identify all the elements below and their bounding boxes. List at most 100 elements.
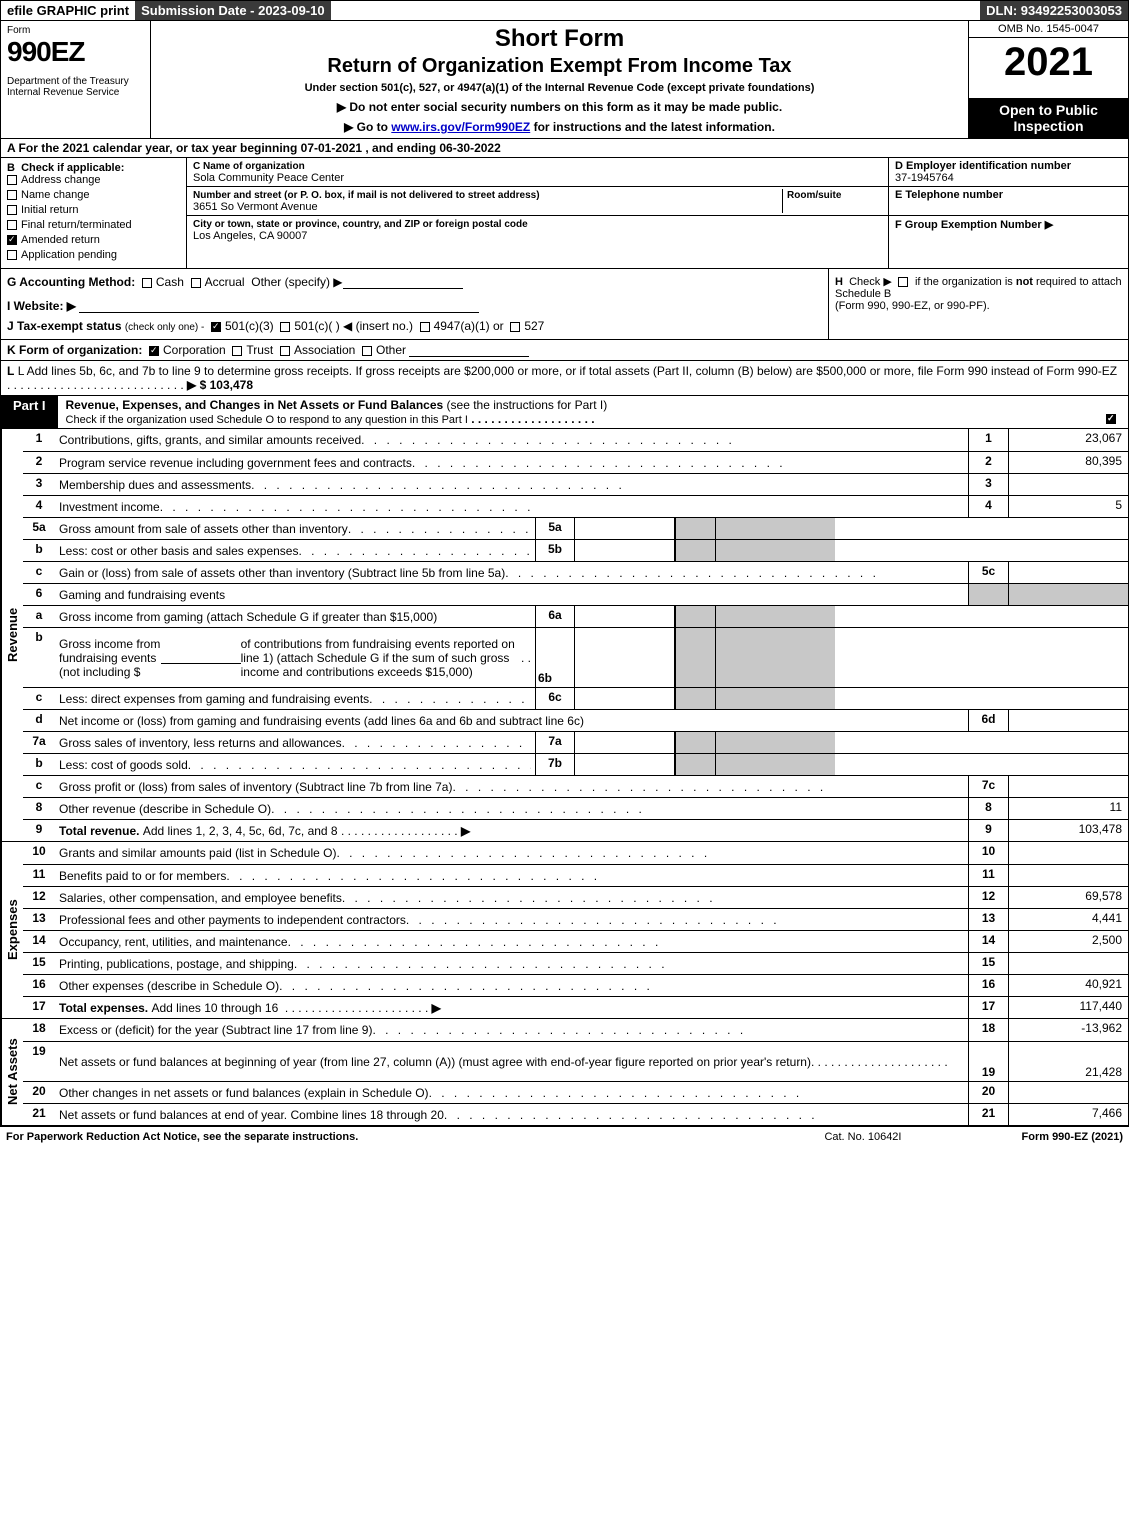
val-12: 69,578 — [1008, 887, 1128, 908]
paperwork-notice: For Paperwork Reduction Act Notice, see … — [6, 1131, 824, 1143]
l-amount: ▶ $ 103,478 — [187, 378, 253, 392]
header-center: Short Form Return of Organization Exempt… — [151, 21, 968, 138]
val-2: 80,395 — [1008, 452, 1128, 473]
line-7a: 7a Gross sales of inventory, less return… — [23, 731, 1128, 753]
section-f: F Group Exemption Number ▶ — [889, 216, 1128, 233]
g-other-input[interactable] — [343, 277, 463, 289]
val-5c — [1008, 562, 1128, 583]
chk-other-org[interactable] — [362, 346, 372, 356]
line-5a: 5a Gross amount from sale of assets othe… — [23, 517, 1128, 539]
line-19: 19 Net assets or fund balances at beginn… — [23, 1041, 1128, 1081]
chk-pending[interactable]: Application pending — [7, 249, 180, 261]
netassets-side-label: Net Assets — [1, 1019, 23, 1125]
line-7b: b Less: cost of goods sold 7b — [23, 753, 1128, 775]
val-3 — [1008, 474, 1128, 495]
val-9: 103,478 — [1008, 820, 1128, 841]
line-6b: b Gross income from fundraising events (… — [23, 627, 1128, 687]
form-word: Form — [7, 25, 144, 36]
submission-date: Submission Date - 2023-09-10 — [135, 1, 331, 20]
i-label: I Website: ▶ — [7, 299, 76, 313]
section-a: A For the 2021 calendar year, or tax yea… — [0, 139, 1129, 158]
chk-initial[interactable]: Initial return — [7, 204, 180, 216]
revenue-section: Revenue 1 Contributions, gifts, grants, … — [0, 429, 1129, 842]
efile-label[interactable]: efile GRAPHIC print — [1, 1, 135, 20]
6b-amount[interactable] — [161, 652, 241, 664]
city-label: City or town, state or province, country… — [193, 219, 528, 230]
line-2: 2 Program service revenue including gove… — [23, 451, 1128, 473]
line-6: 6 Gaming and fundraising events — [23, 583, 1128, 605]
form-header: Form 990EZ Department of the Treasury In… — [0, 21, 1129, 139]
chk-h[interactable] — [898, 277, 908, 287]
part-i-title: Revenue, Expenses, and Changes in Net As… — [58, 396, 1128, 428]
section-b: B Check if applicable: Address change Na… — [1, 158, 187, 268]
org-name: Sola Community Peace Center — [193, 172, 344, 184]
chk-accrual[interactable] — [191, 278, 201, 288]
chk-amended[interactable]: Amended return — [7, 234, 180, 246]
section-e: E Telephone number — [889, 187, 1128, 216]
ein-label: D Employer identification number — [895, 160, 1071, 172]
line-16: 16 Other expenses (describe in Schedule … — [23, 974, 1128, 996]
bullet-ssn: ▶ Do not enter social security numbers o… — [161, 100, 958, 114]
group-exempt-label: F Group Exemption Number — [895, 219, 1042, 231]
chk-cash[interactable] — [142, 278, 152, 288]
open-public: Open to Public Inspection — [969, 98, 1128, 138]
org-name-label: C Name of organization — [193, 161, 305, 172]
line-5b: b Less: cost or other basis and sales ex… — [23, 539, 1128, 561]
goto-post: for instructions and the latest informat… — [530, 120, 775, 134]
line-14: 14 Occupancy, rent, utilities, and maint… — [23, 930, 1128, 952]
line-13: 13 Professional fees and other payments … — [23, 908, 1128, 930]
expenses-side-label: Expenses — [1, 842, 23, 1018]
other-org-input[interactable] — [409, 345, 529, 357]
subval-5a — [575, 518, 675, 539]
city: Los Angeles, CA 90007 — [193, 230, 307, 242]
section-gh: G Accounting Method: Cash Accrual Other … — [0, 269, 1129, 340]
line-12: 12 Salaries, other compensation, and emp… — [23, 886, 1128, 908]
b-label: B — [7, 162, 15, 174]
street-row: Number and street (or P. O. box, if mail… — [187, 187, 888, 216]
expenses-section: Expenses 10 Grants and similar amounts p… — [0, 842, 1129, 1019]
netassets-section: Net Assets 18 Excess or (deficit) for th… — [0, 1019, 1129, 1126]
chk-assoc[interactable] — [280, 346, 290, 356]
top-bar: efile GRAPHIC print Submission Date - 20… — [0, 0, 1129, 21]
section-j: J Tax-exempt status (check only one) - 5… — [7, 319, 822, 333]
section-c: C Name of organization Sola Community Pe… — [187, 158, 888, 268]
header-right: OMB No. 1545-0047 2021 Open to Public In… — [968, 21, 1128, 138]
form-footer: Form 990-EZ (2021) — [1022, 1131, 1124, 1143]
header-left: Form 990EZ Department of the Treasury In… — [1, 21, 151, 138]
line-1: 1 Contributions, gifts, grants, and simi… — [23, 429, 1128, 451]
line-21: 21 Net assets or fund balances at end of… — [23, 1103, 1128, 1125]
line-20: 20 Other changes in net assets or fund b… — [23, 1081, 1128, 1103]
chk-schedule-o[interactable] — [1106, 414, 1116, 424]
chk-address[interactable]: Address change — [7, 174, 180, 186]
line-3: 3 Membership dues and assessments 3 — [23, 473, 1128, 495]
section-k: K Form of organization: Corporation Trus… — [0, 340, 1129, 361]
j-label: J Tax-exempt status — [7, 319, 122, 333]
chk-4947[interactable] — [420, 322, 430, 332]
chk-name[interactable]: Name change — [7, 189, 180, 201]
phone-label: E Telephone number — [895, 189, 1003, 201]
chk-corp[interactable] — [149, 346, 159, 356]
chk-trust[interactable] — [232, 346, 242, 356]
chk-527[interactable] — [510, 322, 520, 332]
line-6a: a Gross income from gaming (attach Sched… — [23, 605, 1128, 627]
line-6c: c Less: direct expenses from gaming and … — [23, 687, 1128, 709]
chk-501c[interactable] — [280, 322, 290, 332]
page-footer: For Paperwork Reduction Act Notice, see … — [0, 1126, 1129, 1147]
irs-link[interactable]: www.irs.gov/Form990EZ — [391, 120, 530, 134]
val-21: 7,466 — [1008, 1104, 1128, 1125]
arrow-icon: ▶ — [1045, 219, 1053, 231]
section-h: H Check ▶ if the organization is not req… — [828, 269, 1128, 339]
website-input[interactable] — [79, 301, 479, 313]
line-4: 4 Investment income 4 5 — [23, 495, 1128, 517]
chk-501c3[interactable] — [211, 322, 221, 332]
h-label: H — [835, 276, 843, 288]
val-18: -13,962 — [1008, 1019, 1128, 1041]
line-18: 18 Excess or (deficit) for the year (Sub… — [23, 1019, 1128, 1041]
line-17: 17 Total expenses. Add lines 10 through … — [23, 996, 1128, 1018]
room-label: Room/suite — [787, 190, 841, 201]
chk-final[interactable]: Final return/terminated — [7, 219, 180, 231]
omb-number: OMB No. 1545-0047 — [969, 21, 1128, 38]
subval-5b — [575, 540, 675, 561]
g-label: G Accounting Method: — [7, 275, 135, 289]
l-text: L Add lines 5b, 6c, and 7b to line 9 to … — [18, 364, 1117, 378]
